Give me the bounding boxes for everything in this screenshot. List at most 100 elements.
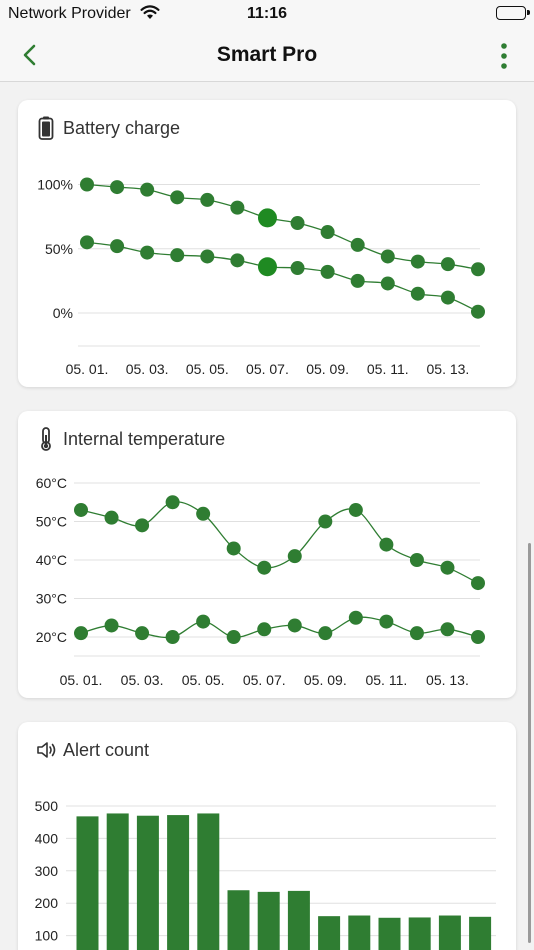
data-point (350, 237, 365, 252)
data-point (350, 273, 365, 288)
bar (197, 813, 220, 950)
x-tick-label: 05. 07. (243, 672, 286, 688)
data-point (379, 614, 394, 629)
data-point (257, 622, 272, 637)
y-tick-label: 60°C (36, 475, 67, 491)
data-point (226, 541, 241, 556)
y-tick-label: 40°C (36, 552, 67, 568)
data-point (409, 626, 424, 641)
y-tick-label: 20°C (36, 629, 67, 645)
data-point (440, 257, 455, 272)
data-point (196, 614, 211, 629)
bar (257, 891, 280, 950)
data-point (170, 190, 185, 205)
data-point (471, 304, 485, 319)
highlighted-data-point (257, 208, 277, 228)
x-tick-label: 05. 05. (182, 672, 225, 688)
data-point (320, 264, 335, 279)
bar (318, 916, 341, 950)
data-point (318, 514, 333, 529)
alert-count-chart: 500 400 300 200 100 (35, 798, 496, 950)
highlighted-data-point (257, 257, 277, 277)
data-point (348, 610, 363, 625)
more-options-icon[interactable] (494, 42, 514, 70)
bar (136, 815, 159, 950)
data-point (110, 239, 125, 254)
thermometer-icon (36, 427, 56, 451)
data-point (74, 626, 88, 641)
data-point (140, 182, 155, 197)
y-tick-label: 100 (35, 928, 59, 944)
y-tick-label: 400 (35, 830, 59, 846)
clock-label: 11:16 (246, 5, 288, 22)
x-tick-label: 05. 11. (367, 361, 409, 377)
x-tick-label: 05. 13. (427, 361, 470, 377)
speaker-icon (36, 738, 56, 762)
battery-charge-title: Battery charge (63, 118, 181, 138)
data-point (140, 245, 155, 260)
x-tick-label: 05. 03. (121, 672, 164, 688)
wifi-icon (140, 4, 160, 25)
data-point (170, 248, 185, 263)
bar (438, 915, 461, 950)
data-point (110, 180, 125, 195)
data-point (196, 506, 211, 521)
data-point (226, 630, 241, 644)
internal-temperature-chart: 60°C 50°C 40°C 30°C 20°C 05. 01. 05. 03. 05. 05… (36, 475, 485, 688)
data-point (410, 254, 425, 269)
internal-temperature-title: Internal temperature (63, 429, 226, 449)
series-line (80, 501, 479, 584)
battery-charge-chart: 100% 50% 0% 05. 01. 05. 03. 05. 05. 05. 07. 05.… (37, 177, 485, 377)
dashboard-content[interactable]: Battery charge 100% 50% 0% 05. 01. 05. 03. 05… (0, 83, 534, 950)
data-point (287, 618, 302, 633)
battery-icon (36, 116, 56, 140)
data-point (440, 290, 455, 305)
x-tick-label: 05. 09. (304, 672, 347, 688)
carrier-label: Network Provider (8, 5, 131, 22)
bar (348, 915, 371, 950)
data-point (290, 261, 305, 276)
x-tick-label: 05. 05. (186, 361, 229, 377)
back-chevron-icon[interactable] (18, 42, 42, 68)
bar (167, 815, 190, 950)
y-tick-label: 30°C (36, 591, 67, 607)
y-tick-label: 200 (35, 895, 59, 911)
data-point (379, 537, 394, 552)
data-point (165, 495, 180, 510)
data-point (318, 626, 333, 641)
bar (106, 813, 129, 950)
data-point (80, 177, 94, 192)
data-point (104, 510, 119, 525)
y-tick-label: 50% (45, 241, 73, 257)
internal-temperature-card: Internal temperature 60°C 50°C 40°C 30°C 20°… (18, 411, 516, 698)
data-point (409, 553, 424, 567)
status-bar: Network Provider 11:16 (0, 0, 534, 28)
x-tick-label: 05. 03. (126, 361, 169, 377)
bar (378, 917, 401, 950)
data-point (320, 225, 335, 240)
data-point (348, 502, 363, 517)
data-point (290, 216, 305, 231)
x-tick-label: 05. 01. (66, 361, 109, 377)
y-tick-label: 50°C (36, 514, 67, 530)
bar (76, 816, 99, 950)
page-title: Smart Pro (216, 43, 318, 66)
x-tick-label: 05. 07. (246, 361, 289, 377)
device-battery-icon (496, 6, 530, 20)
data-point (440, 560, 455, 575)
data-point (230, 253, 245, 268)
data-point (380, 276, 395, 291)
bar (408, 917, 431, 950)
data-point (230, 200, 245, 215)
data-point (471, 576, 485, 591)
alert-count-card: Alert count 500 400 300 200 100 (18, 722, 516, 950)
bar (227, 890, 250, 950)
data-point (257, 560, 272, 575)
scroll-indicator[interactable] (528, 543, 531, 943)
data-point (200, 249, 215, 264)
data-point (410, 286, 425, 301)
x-tick-label: 05. 13. (426, 672, 469, 688)
navigation-bar: Smart Pro (0, 28, 534, 82)
y-tick-label: 0% (53, 305, 73, 321)
data-point (287, 549, 302, 564)
